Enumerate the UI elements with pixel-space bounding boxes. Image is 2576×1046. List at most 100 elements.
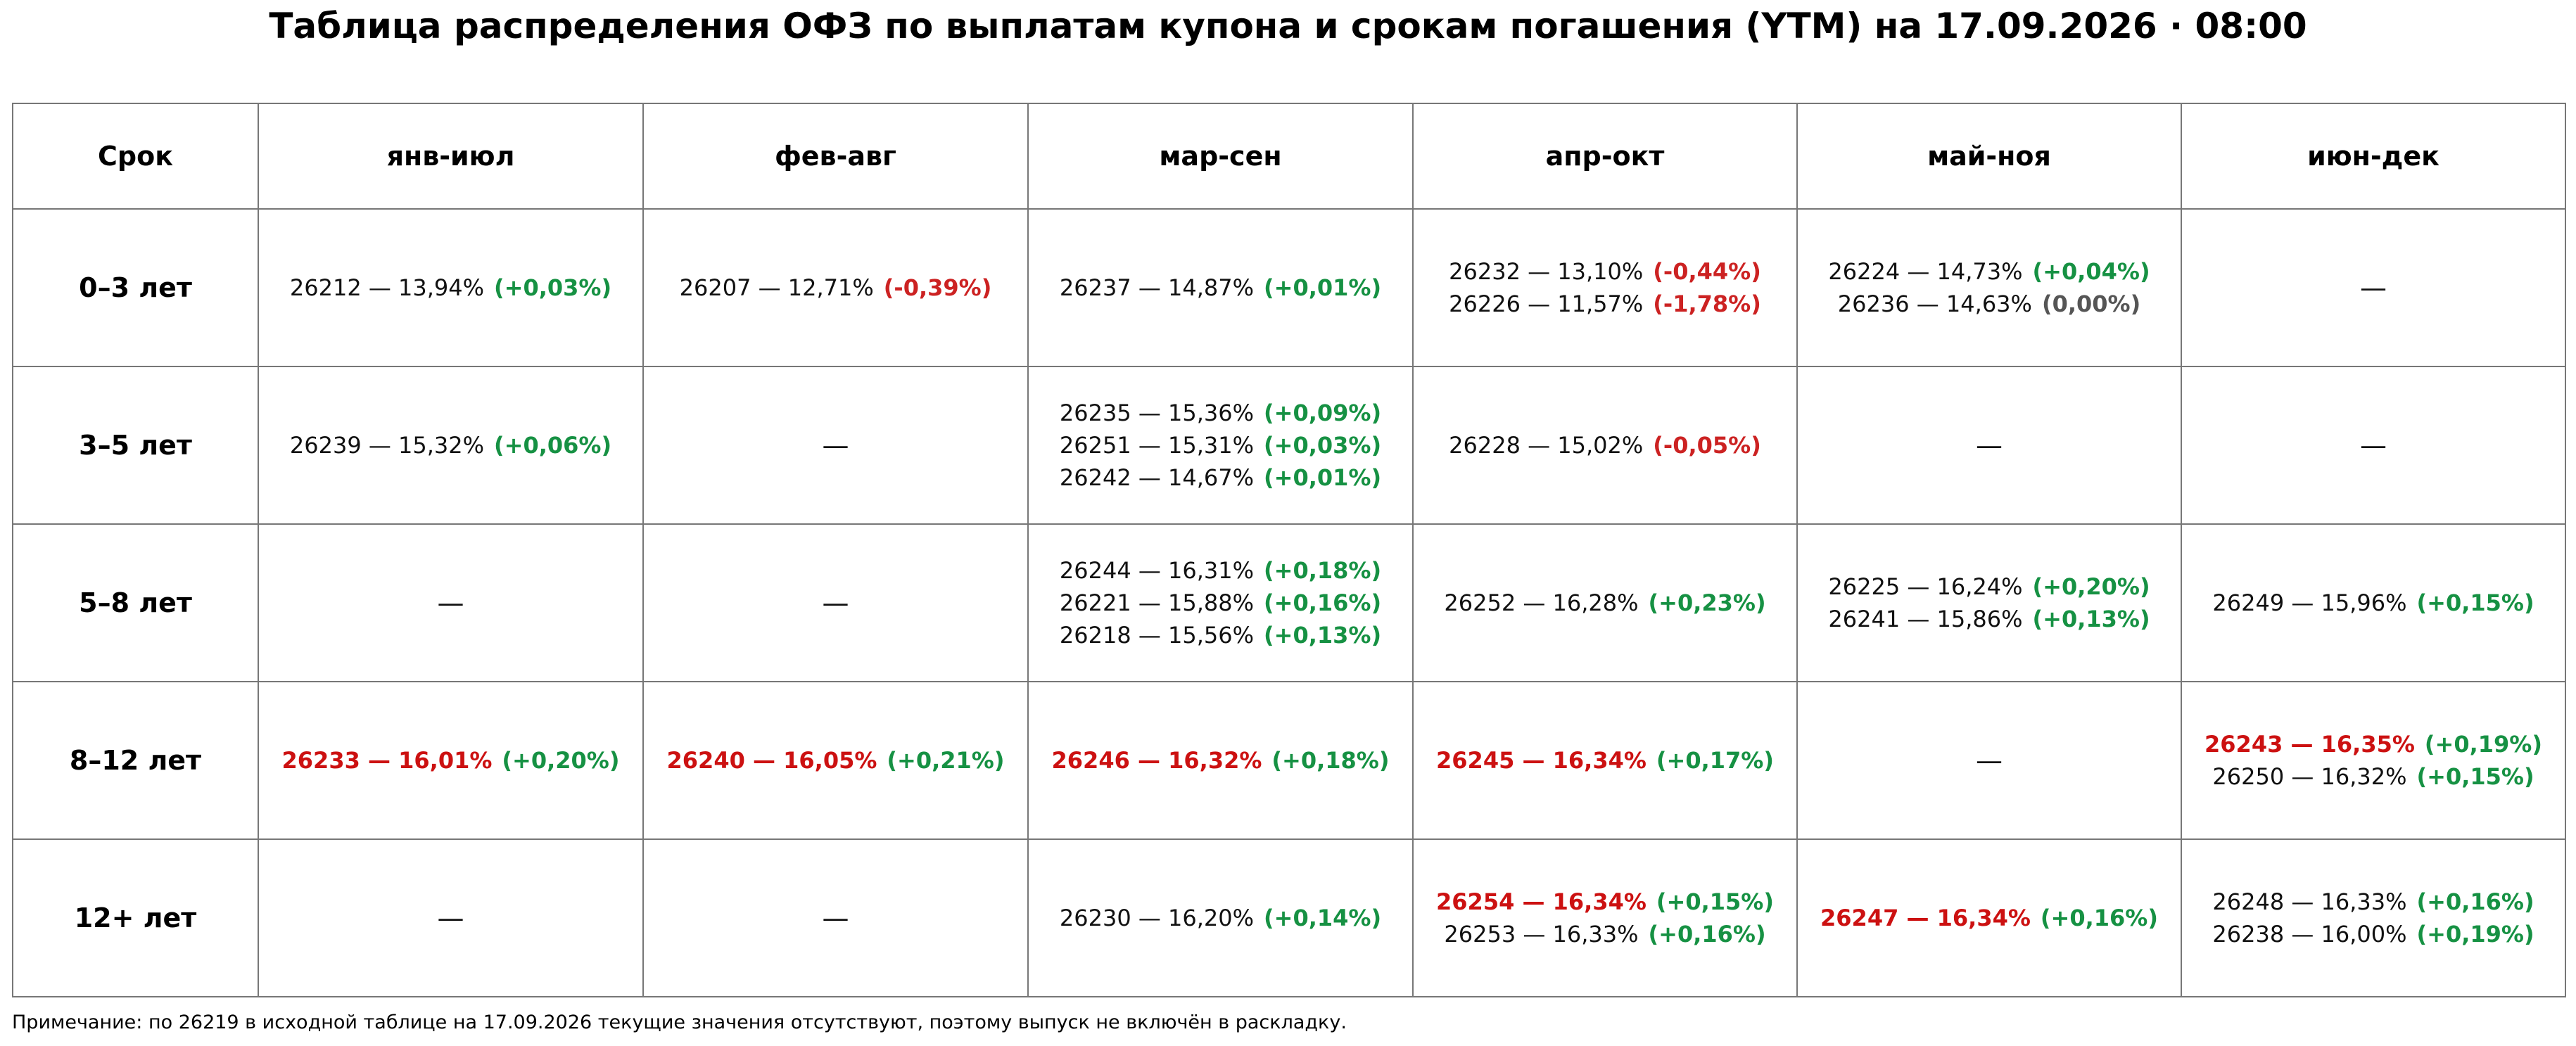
yield-change: (+0,14%) [1264, 905, 1382, 931]
table-cell: 26239 — 15,32% (+0,06%) [258, 366, 644, 525]
yield-change: (+0,19%) [2424, 731, 2542, 758]
table-cell: — [642, 838, 1029, 997]
table-cell: 26247 — 16,34% (+0,16%) [1796, 838, 2182, 997]
bond-yield: 26218 — 15,56% [1059, 622, 1255, 649]
bond-yield: 26221 — 15,88% [1059, 589, 1255, 616]
table-cell: 26243 — 16,35% (+0,19%) 26250 — 16,32% (+0,… [2181, 681, 2566, 840]
bond-entry: 26228 — 15,02% (-0,05%) [1414, 429, 1796, 461]
yield-change: (+0,17%) [1656, 747, 1774, 774]
table-cell: 26233 — 16,01% (+0,20%) [258, 681, 644, 840]
yield-change: (+0,03%) [1264, 432, 1382, 459]
table-cell: — [1796, 366, 2182, 525]
table-cell: 26244 — 16,31% (+0,18%) 26221 — 15,88% (+0,… [1027, 523, 1414, 682]
bond-yield: 26252 — 16,28% [1444, 589, 1639, 616]
yield-change: (+0,03%) [494, 274, 612, 301]
bond-entry: 26212 — 13,94% (+0,03%) [259, 272, 642, 304]
table-cell: 26237 — 14,87% (+0,01%) [1027, 208, 1414, 367]
table-row: 5–8 лет — — 26244 — 16,31% (+0,18%) 26221 — 1… [12, 523, 2566, 682]
yield-change: (+0,16%) [2416, 888, 2534, 915]
table-row: 12+ лет — — 26230 — 16,20% (+0,14%) 26254 — 1… [12, 838, 2566, 997]
table-cell: 26228 — 15,02% (-0,05%) [1412, 366, 1798, 525]
bond-yield: 26249 — 15,96% [2212, 589, 2407, 616]
empty-mark: — [437, 587, 464, 618]
bond-yield: 26235 — 15,36% [1059, 400, 1255, 426]
yield-change: (+0,01%) [1264, 274, 1382, 301]
yield-change: (+0,16%) [1648, 921, 1766, 948]
table-cell: 26232 — 13,10% (-0,44%) 26226 — 11,57% (-1,… [1412, 208, 1798, 367]
empty-mark: — [437, 903, 464, 933]
table-row: 0–3 лет 26212 — 13,94% (+0,03%) 26207 — 12,… [12, 208, 2566, 367]
table-cell: — [642, 523, 1029, 682]
bond-yield: 26241 — 15,86% [1828, 606, 2023, 632]
bond-entry: 26244 — 16,31% (+0,18%) [1029, 554, 1412, 587]
table-row: 8–12 лет 26233 — 16,01% (+0,20%) 26240 — 16… [12, 681, 2566, 840]
table-cell: 26248 — 16,33% (+0,16%) 26238 — 16,00% (+0,… [2181, 838, 2566, 997]
term-label: 3–5 лет [12, 366, 259, 525]
yield-change: (0,00%) [2041, 291, 2141, 317]
bond-entry: 26252 — 16,28% (+0,23%) [1414, 587, 1796, 619]
yield-change: (+0,16%) [2040, 905, 2158, 931]
yield-change: (+0,18%) [1264, 557, 1382, 584]
bond-entry: 26243 — 16,35% (+0,19%) [2182, 728, 2565, 760]
bond-yield: 26247 — 16,34% [1820, 905, 2031, 931]
bond-yield: 26233 — 16,01% [281, 747, 493, 774]
bond-entry: 26250 — 16,32% (+0,15%) [2182, 760, 2565, 793]
bond-entry: 26239 — 15,32% (+0,06%) [259, 429, 642, 461]
table-cell: 26212 — 13,94% (+0,03%) [258, 208, 644, 367]
table-row: 3–5 лет 26239 — 15,32% (+0,06%) — 26235 — 15… [12, 366, 2566, 525]
empty-mark: — [2360, 430, 2387, 461]
yield-change: (+0,15%) [1656, 888, 1774, 915]
header-jun-dec: июн-дек [2181, 103, 2566, 210]
term-label: 5–8 лет [12, 523, 259, 682]
table-cell: — [2181, 366, 2566, 525]
bond-yield: 26238 — 16,00% [2212, 921, 2407, 948]
table-cell: 26254 — 16,34% (+0,15%) 26253 — 16,33% (+0,… [1412, 838, 1798, 997]
empty-mark: — [1976, 430, 2003, 461]
yield-change: (+0,01%) [1264, 464, 1382, 491]
bond-entry: 26221 — 15,88% (+0,16%) [1029, 587, 1412, 619]
bond-yield: 26245 — 16,34% [1436, 747, 1647, 774]
table-cell: — [642, 366, 1029, 525]
term-label: 8–12 лет [12, 681, 259, 840]
header-row: Срок янв-июл фев-авг мар-сен апр-окт май… [12, 103, 2566, 210]
bond-entry: 26240 — 16,05% (+0,21%) [644, 744, 1027, 777]
yield-change: (+0,15%) [2416, 763, 2534, 790]
header-apr-oct: апр-окт [1412, 103, 1798, 210]
bond-entry: 26249 — 15,96% (+0,15%) [2182, 587, 2565, 619]
yield-change: (+0,04%) [2032, 258, 2150, 285]
table-cell: — [1796, 681, 2182, 840]
ofz-distribution-table: Срок янв-июл фев-авг мар-сен апр-окт май… [12, 103, 2566, 997]
bond-entry: 26236 — 14,63% (0,00%) [1798, 288, 2181, 320]
bond-entry: 26248 — 16,33% (+0,16%) [2182, 886, 2565, 918]
term-label: 12+ лет [12, 838, 259, 997]
table-cell: 26207 — 12,71% (-0,39%) [642, 208, 1029, 367]
header-feb-aug: фев-авг [642, 103, 1029, 210]
bond-entry: 26253 — 16,33% (+0,16%) [1414, 918, 1796, 950]
empty-mark: — [822, 903, 849, 933]
empty-mark: — [822, 587, 849, 618]
bond-yield: 26240 — 16,05% [666, 747, 877, 774]
yield-change: (-0,05%) [1653, 432, 1761, 459]
bond-yield: 26237 — 14,87% [1059, 274, 1255, 301]
bond-entry: 26238 — 16,00% (+0,19%) [2182, 918, 2565, 950]
bond-yield: 26224 — 14,73% [1828, 258, 2023, 285]
bond-yield: 26242 — 14,67% [1059, 464, 1255, 491]
empty-mark: — [2360, 272, 2387, 303]
bond-yield: 26251 — 15,31% [1059, 432, 1255, 459]
bond-entry: 26251 — 15,31% (+0,03%) [1029, 429, 1412, 461]
table-cell: 26245 — 16,34% (+0,17%) [1412, 681, 1798, 840]
bond-entry: 26237 — 14,87% (+0,01%) [1029, 272, 1412, 304]
yield-change: (-0,39%) [883, 274, 992, 301]
bond-yield: 26207 — 12,71% [679, 274, 874, 301]
yield-change: (+0,13%) [2032, 606, 2150, 632]
table-cell: 26252 — 16,28% (+0,23%) [1412, 523, 1798, 682]
bond-yield: 26243 — 16,35% [2204, 731, 2415, 758]
footnote: Примечание: по 26219 в исходной таблице … [12, 1012, 1347, 1033]
table-cell: 26246 — 16,32% (+0,18%) [1027, 681, 1414, 840]
yield-change: (-0,44%) [1653, 258, 1761, 285]
yield-change: (+0,19%) [2416, 921, 2534, 948]
bond-entry: 26246 — 16,32% (+0,18%) [1029, 744, 1412, 777]
yield-change: (+0,09%) [1264, 400, 1382, 426]
bond-yield: 26232 — 13,10% [1449, 258, 1644, 285]
bond-entry: 26226 — 11,57% (-1,78%) [1414, 288, 1796, 320]
